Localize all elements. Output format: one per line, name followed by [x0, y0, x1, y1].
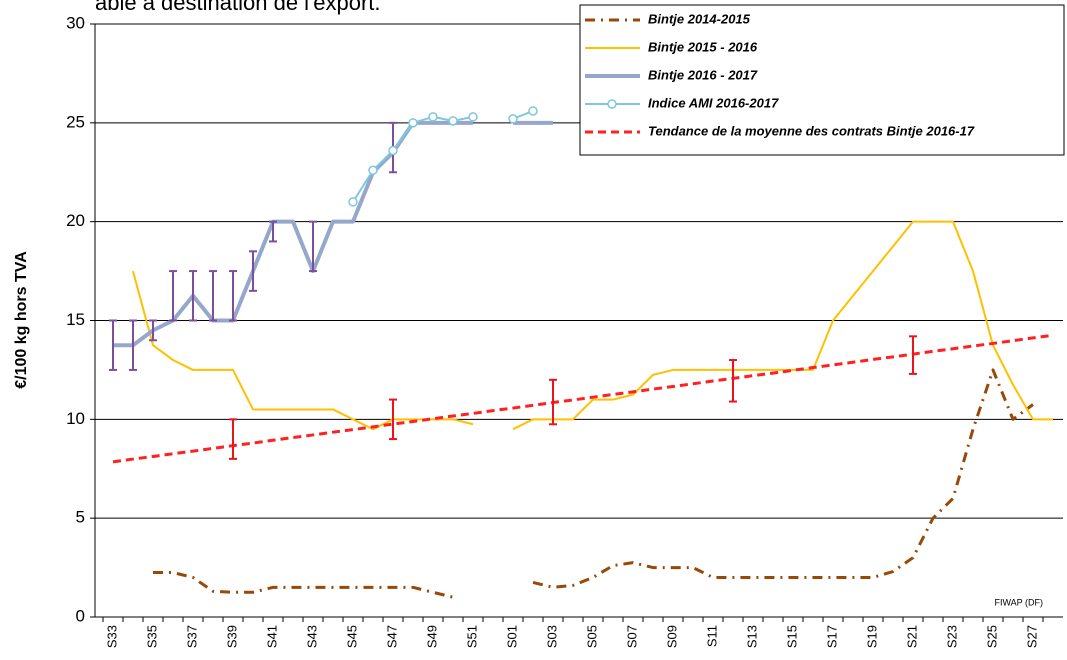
- x-tick-label: S17: [824, 625, 839, 648]
- x-tick-label: S49: [424, 625, 439, 648]
- x-tick-label: S05: [584, 625, 599, 648]
- x-tick-label: S25: [984, 625, 999, 648]
- error-bar: [189, 270, 197, 322]
- error-bar: [109, 319, 117, 371]
- x-tick-label: S41: [264, 625, 279, 648]
- annotation: FIWAP (DF): [995, 597, 1044, 607]
- x-tick-label: S09: [664, 625, 679, 648]
- error-bar: [209, 270, 217, 322]
- series-line: [113, 120, 553, 348]
- x-tick-label: S37: [184, 625, 199, 648]
- error-bar: [149, 319, 157, 342]
- chart-title: able à destination de l'export.: [95, 0, 381, 15]
- x-tick-label: S07: [624, 625, 639, 648]
- legend-label: Indice AMI 2016-2017: [648, 95, 779, 110]
- marker: [508, 114, 518, 124]
- x-tick-label: S13: [744, 625, 759, 648]
- x-tick-label: S03: [544, 625, 559, 648]
- x-tick-label: S39: [224, 625, 239, 648]
- x-tick-label: S35: [144, 625, 159, 648]
- marker: [448, 116, 458, 126]
- y-tick-label: 20: [66, 211, 85, 230]
- marker: [348, 197, 358, 207]
- x-tick-label: S19: [864, 625, 879, 648]
- x-tick-label: S45: [344, 625, 359, 648]
- error-bar: [309, 220, 317, 273]
- error-bar: [729, 359, 737, 403]
- x-tick-label: S11: [704, 625, 719, 647]
- legend-label: Tendance de la moyenne des contrats Bint…: [648, 123, 975, 138]
- legend-marker: [607, 99, 617, 109]
- error-bar: [229, 270, 237, 322]
- error-bar: [389, 398, 397, 441]
- error-bar: [269, 220, 277, 243]
- legend-box: [579, 4, 1065, 156]
- y-tick-label: 10: [66, 409, 85, 428]
- marker: [528, 106, 538, 116]
- error-bar: [129, 319, 137, 371]
- y-tick-label: 30: [66, 13, 85, 32]
- x-tick-label: S43: [304, 625, 319, 648]
- error-bar: [249, 250, 257, 292]
- x-tick-label: S33: [104, 625, 119, 648]
- x-tick-label: S21: [904, 625, 919, 648]
- y-tick-label: 5: [76, 508, 85, 527]
- y-tick-label: 25: [66, 112, 85, 131]
- series-line: [112, 333, 1054, 464]
- marker: [468, 112, 478, 122]
- x-tick-label: S15: [784, 625, 799, 648]
- x-tick-label: S23: [944, 625, 959, 648]
- error-bar: [169, 270, 177, 322]
- legend-label: Bintje 2016 - 2017: [648, 67, 758, 82]
- marker: [368, 165, 378, 176]
- y-tick-label: 15: [66, 310, 85, 329]
- legend-label: Bintje 2015 - 2016: [648, 39, 758, 54]
- y-axis-label: €/100 kg hors TVA: [13, 251, 30, 389]
- legend-label: Bintje 2014-2015: [648, 11, 751, 26]
- x-tick-label: S47: [384, 625, 399, 648]
- error-bar: [549, 378, 557, 426]
- series-line: [132, 220, 1053, 431]
- series-line: [153, 368, 1034, 599]
- marker: [388, 145, 398, 156]
- x-tick-label: S01: [504, 625, 519, 648]
- error-bar: [229, 418, 237, 460]
- y-tick-label: 0: [76, 606, 85, 625]
- error-bar: [909, 335, 917, 375]
- x-tick-label: S51: [464, 625, 479, 648]
- x-tick-label: S27: [1024, 625, 1039, 648]
- marker: [408, 118, 418, 128]
- marker: [428, 112, 438, 122]
